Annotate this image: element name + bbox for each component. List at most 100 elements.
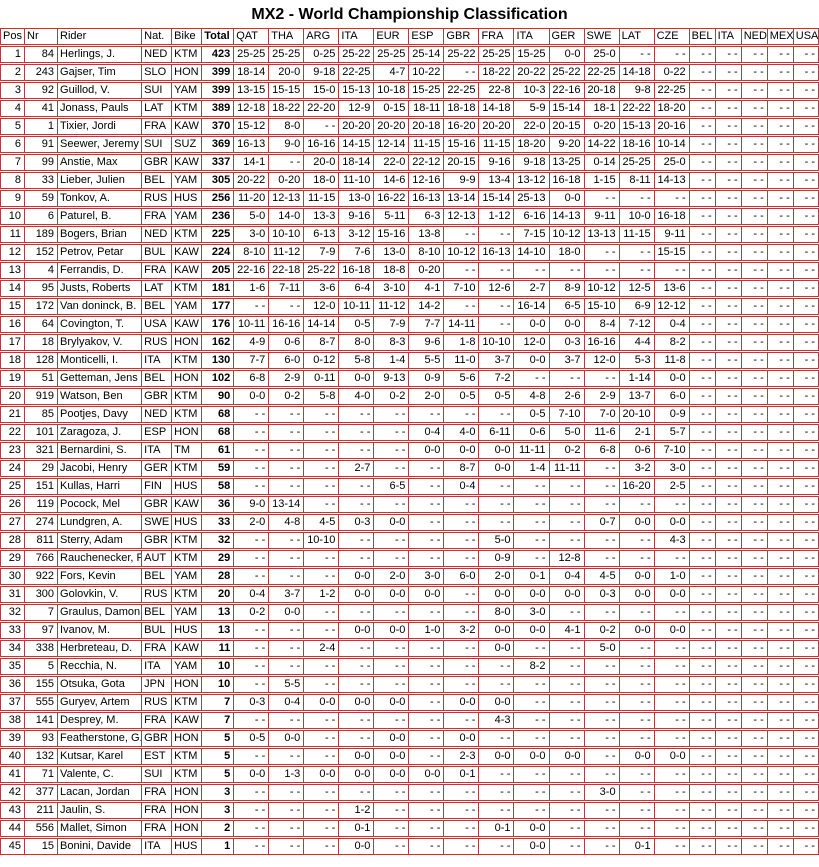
score-cell: - - xyxy=(688,820,715,837)
score-cell: - - xyxy=(740,838,767,855)
rider-cell: Guillod, V. xyxy=(57,82,142,99)
nr-cell: 99 xyxy=(24,154,58,171)
score-cell: - - xyxy=(268,460,304,477)
score-cell: - - xyxy=(766,136,793,153)
rider-cell: Bogers, Brian xyxy=(57,226,142,243)
score-cell: 16-20 xyxy=(443,118,479,135)
column-header-11-esp: ESP xyxy=(408,28,444,45)
score-cell: - - xyxy=(688,532,715,549)
rider-row: 29 766 Rauchenecker, P. AUT KTM 29- -- -- -- … xyxy=(0,550,819,567)
score-cell: - - xyxy=(548,730,584,747)
score-cell: - - xyxy=(766,262,793,279)
rider-cell: Recchia, N. xyxy=(57,658,142,675)
score-cell: - - xyxy=(408,478,444,495)
score-cell: 0-0 xyxy=(373,514,409,531)
bike-cell: KTM xyxy=(171,406,202,423)
score-cell: 22-0 xyxy=(373,154,409,171)
rider-row: 19 51 Getteman, Jens BEL HON 102 6-8 2-9 0-11 0-0… xyxy=(0,370,819,387)
score-cell: 0-0 xyxy=(513,352,549,369)
total-cell: 1 xyxy=(201,838,234,855)
score-cell: - - xyxy=(408,514,444,531)
score-cell: 9-9 xyxy=(443,172,479,189)
score-cell: 0-0 xyxy=(653,586,689,603)
score-cell: - - xyxy=(618,730,654,747)
score-cell: - - xyxy=(766,640,793,657)
score-cell: - - xyxy=(653,496,689,513)
bike-cell: KTM xyxy=(171,694,202,711)
score-cell: 6-5 xyxy=(373,478,409,495)
score-cell: - - xyxy=(792,784,819,801)
score-cell: - - xyxy=(688,388,715,405)
score-cell: 5-0 xyxy=(583,640,619,657)
rider-cell: Zaragoza, J. xyxy=(57,424,142,441)
score-cell: 5-11 xyxy=(373,208,409,225)
score-cell: 0-0 xyxy=(653,622,689,639)
score-cell: - - xyxy=(714,514,741,531)
score-cell: 15-12 xyxy=(233,118,269,135)
score-cell: 10-12 xyxy=(548,226,584,243)
score-cell: - - xyxy=(714,532,741,549)
pos-cell: 14 xyxy=(0,280,25,297)
score-cell: - - xyxy=(688,586,715,603)
total-cell: 7 xyxy=(201,712,234,729)
score-cell: - - xyxy=(513,496,549,513)
score-cell: - - xyxy=(268,550,304,567)
score-cell: - - xyxy=(548,712,584,729)
score-cell: 1-8 xyxy=(443,334,479,351)
score-cell: 18-16 xyxy=(618,136,654,153)
score-cell: 4-8 xyxy=(268,514,304,531)
score-cell: - - xyxy=(688,838,715,855)
rider-cell: Golovkin, V. xyxy=(57,586,142,603)
rider-cell: Bernardini, S. xyxy=(57,442,142,459)
total-cell: 389 xyxy=(201,100,234,117)
score-cell: 0-0 xyxy=(478,622,514,639)
score-cell: - - xyxy=(268,820,304,837)
score-cell: - - xyxy=(766,478,793,495)
score-cell: 12-18 xyxy=(233,100,269,117)
score-cell: 16-16 xyxy=(303,136,339,153)
score-cell: 0-0 xyxy=(373,766,409,783)
score-cell: - - xyxy=(583,802,619,819)
rider-cell: Paturel, B. xyxy=(57,208,142,225)
nr-cell: 172 xyxy=(24,298,58,315)
score-cell: - - xyxy=(583,550,619,567)
pos-cell: 24 xyxy=(0,460,25,477)
score-cell: 0-2 xyxy=(233,604,269,621)
bike-cell: YAM xyxy=(171,172,202,189)
score-cell: 9-18 xyxy=(303,64,339,81)
score-cell: 0-9 xyxy=(408,370,444,387)
score-cell: 20-0 xyxy=(268,64,304,81)
score-cell: - - xyxy=(792,820,819,837)
score-cell: 9-11 xyxy=(653,226,689,243)
score-cell: - - xyxy=(303,802,339,819)
score-cell: - - xyxy=(766,586,793,603)
total-cell: 177 xyxy=(201,298,234,315)
score-cell: 0-5 xyxy=(513,406,549,423)
total-cell: 59 xyxy=(201,460,234,477)
score-cell: 18-18 xyxy=(443,100,479,117)
score-cell: - - xyxy=(740,46,767,63)
score-cell: - - xyxy=(792,388,819,405)
score-cell: - - xyxy=(740,352,767,369)
column-header-21-ned: NED xyxy=(740,28,767,45)
score-cell: 0-1 xyxy=(513,568,549,585)
score-cell: - - xyxy=(740,100,767,117)
score-cell: 13-14 xyxy=(443,190,479,207)
score-cell: - - xyxy=(583,370,619,387)
score-cell: 12-13 xyxy=(268,190,304,207)
score-cell: - - xyxy=(478,226,514,243)
score-cell: 5-6 xyxy=(443,370,479,387)
rider-cell: Rauchenecker, P. xyxy=(57,550,142,567)
score-cell: 9-18 xyxy=(513,154,549,171)
total-cell: 305 xyxy=(201,172,234,189)
score-cell: - - xyxy=(513,676,549,693)
bike-cell: TM xyxy=(171,442,202,459)
score-cell: - - xyxy=(714,352,741,369)
score-cell: 6-8 xyxy=(233,370,269,387)
score-cell: 0-9 xyxy=(653,406,689,423)
score-cell: - - xyxy=(303,748,339,765)
score-cell: - - xyxy=(233,622,269,639)
score-cell: 20-18 xyxy=(583,82,619,99)
score-cell: 0-0 xyxy=(618,514,654,531)
score-cell: 8-11 xyxy=(618,172,654,189)
